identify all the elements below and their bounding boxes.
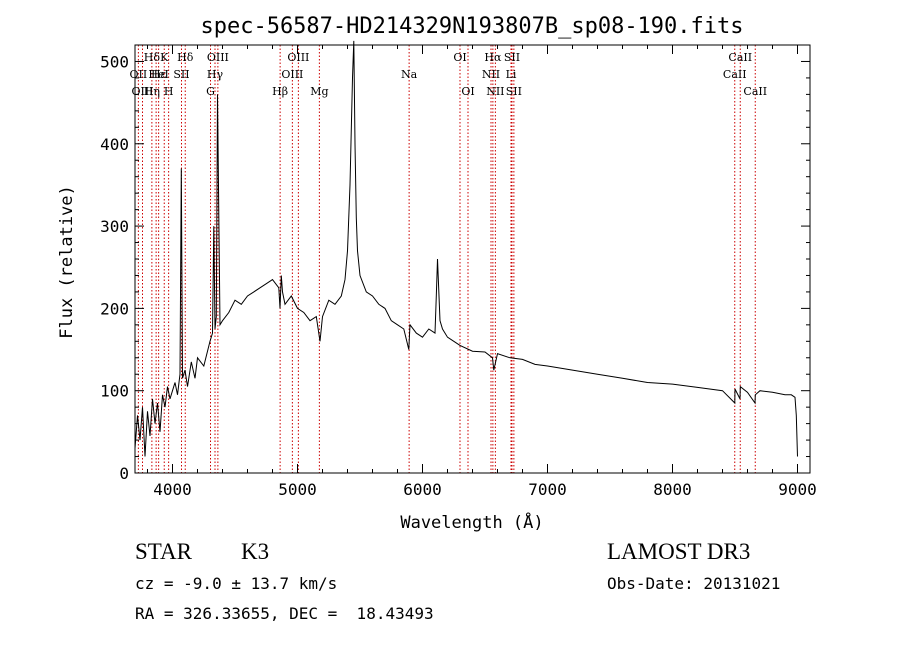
y-axis: 0 100 200 300 400 500 bbox=[100, 52, 810, 483]
line-label: SII bbox=[173, 68, 189, 81]
x-axis-label: Wavelength (Å) bbox=[400, 511, 543, 533]
line-label: SII bbox=[506, 85, 522, 98]
line-label: Hε bbox=[151, 68, 167, 81]
spectral-line-markers bbox=[137, 45, 756, 473]
line-label: G bbox=[206, 85, 215, 98]
line-label: Na bbox=[401, 68, 418, 81]
y-tick-label: 100 bbox=[100, 382, 129, 401]
y-tick-label: 500 bbox=[100, 52, 129, 71]
line-label: H bbox=[164, 85, 174, 98]
line-label: SII bbox=[504, 51, 520, 64]
line-label: NII bbox=[482, 68, 500, 81]
redshift-readout: cz = -9.0 ± 13.7 km/s bbox=[135, 574, 338, 593]
line-label: OII bbox=[130, 68, 148, 81]
y-tick-label: 400 bbox=[100, 135, 129, 154]
line-label: OIII bbox=[287, 51, 309, 64]
x-tick-label: 4000 bbox=[153, 480, 192, 499]
line-label: NII bbox=[486, 85, 504, 98]
y-tick-label: 0 bbox=[119, 464, 129, 483]
line-label: OIII bbox=[207, 51, 229, 64]
line-label: CaII bbox=[723, 68, 747, 81]
x-tick-label: 8000 bbox=[653, 480, 692, 499]
y-tick-label: 300 bbox=[100, 217, 129, 236]
line-label: CaII bbox=[743, 85, 767, 98]
line-label: Li bbox=[506, 68, 517, 81]
line-label: Hβ bbox=[272, 85, 288, 98]
x-tick-label: 7000 bbox=[528, 480, 567, 499]
line-label: Hγ bbox=[207, 68, 224, 81]
spectrum-line bbox=[134, 40, 798, 457]
line-label: Hη bbox=[144, 85, 160, 98]
line-label: Mg bbox=[310, 85, 328, 98]
chart-title: spec-56587-HD214329N193807B_sp08-190.fit… bbox=[200, 14, 743, 39]
plot-frame bbox=[134, 44, 811, 474]
x-tick-label: 5000 bbox=[278, 480, 317, 499]
line-label: K bbox=[160, 51, 169, 64]
survey-name: LAMOST DR3 bbox=[607, 539, 751, 564]
object-subclass: K3 bbox=[241, 539, 270, 564]
observation-date: Obs-Date: 20131021 bbox=[607, 574, 781, 593]
line-label: OI bbox=[453, 51, 466, 64]
line-label: HeI bbox=[148, 68, 168, 81]
coordinates: RA = 326.33655, DEC = 18.43493 bbox=[135, 604, 434, 623]
x-axis: 4000 5000 6000 7000 8000 9000 bbox=[147, 45, 817, 499]
x-tick-label: 9000 bbox=[778, 480, 817, 499]
line-label: Hδ bbox=[144, 51, 161, 64]
line-label: OIII bbox=[281, 68, 303, 81]
line-label: Hδ bbox=[177, 51, 194, 64]
x-tick-label: 6000 bbox=[403, 480, 442, 499]
object-class: STAR bbox=[135, 539, 192, 564]
line-label: CaII bbox=[728, 51, 752, 64]
line-label: Hα bbox=[484, 51, 502, 64]
y-axis-label: Flux (relative) bbox=[57, 185, 77, 339]
y-tick-label: 200 bbox=[100, 299, 129, 318]
line-label: OI bbox=[461, 85, 474, 98]
